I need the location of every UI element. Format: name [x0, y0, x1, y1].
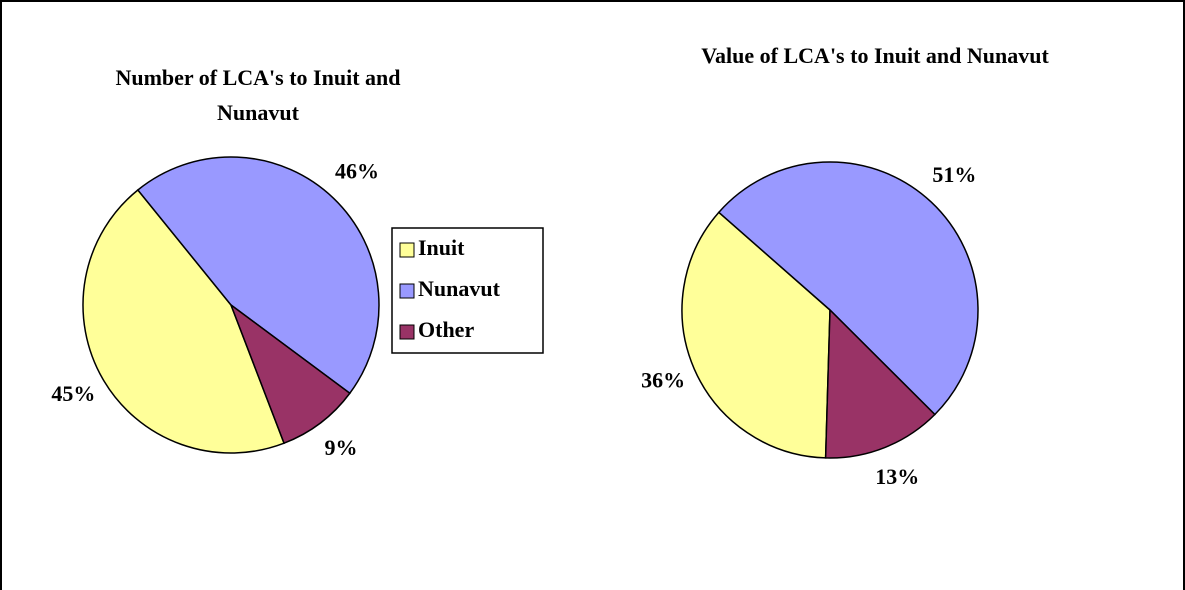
data-label: 9%	[325, 435, 358, 460]
pie-slice	[82, 188, 286, 454]
data-label: 36%	[641, 368, 685, 393]
pie-slice	[229, 302, 351, 445]
title-line: Nunavut	[217, 100, 300, 125]
legend-swatch	[399, 324, 415, 340]
pie-slice	[136, 156, 380, 395]
data-label: 13%	[875, 464, 919, 489]
pie-slice	[681, 211, 831, 459]
legend-box	[391, 227, 544, 354]
data-label: 51%	[932, 162, 976, 187]
data-label: 46%	[335, 159, 379, 184]
pie-slice	[717, 161, 979, 416]
title-line: Number of LCA's to Inuit and	[115, 65, 400, 90]
legend-label: Other	[418, 317, 474, 342]
legend-label: Inuit	[418, 235, 465, 260]
chart-title: Value of LCA's to Inuit and Nunavut	[701, 43, 1049, 68]
legend-swatch	[399, 283, 415, 299]
data-label: 45%	[51, 381, 95, 406]
chart-title: Number of LCA's to Inuit and Nunavut	[115, 65, 400, 125]
legend-label: Nunavut	[418, 276, 501, 301]
legend-swatch	[399, 242, 415, 258]
pie-slice	[824, 308, 936, 459]
